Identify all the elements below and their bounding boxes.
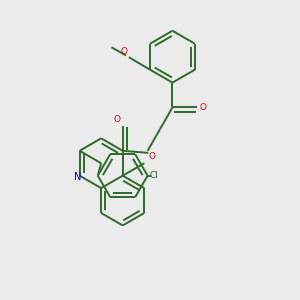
Text: Cl: Cl [150, 171, 158, 180]
Text: N: N [74, 172, 82, 182]
Text: O: O [121, 47, 128, 56]
Text: O: O [199, 103, 206, 112]
Text: O: O [114, 115, 121, 124]
Text: O: O [149, 152, 156, 161]
